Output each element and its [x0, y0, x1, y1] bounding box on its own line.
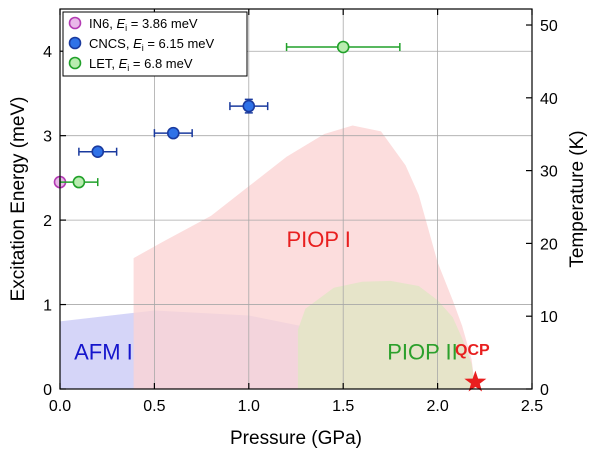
y-tick-label: 3 — [43, 129, 52, 146]
x-axis-label: Pressure (GPa) — [230, 428, 362, 449]
x-tick-label: 0.0 — [49, 398, 71, 415]
legend-label: LET, Ei = 6.8 meV — [89, 56, 193, 73]
y2-axis-label: Temperature (K) — [567, 130, 588, 267]
data-point-series-1 — [242, 99, 256, 113]
qcp-label: QCP — [455, 342, 490, 359]
phase-region-label-0: AFM I — [74, 339, 133, 364]
y2-tick-label: 0 — [540, 382, 549, 399]
y2-tick-label: 30 — [540, 164, 558, 181]
legend-marker — [68, 36, 82, 50]
y-tick-label: 2 — [43, 213, 52, 230]
y2-tick-label: 10 — [540, 309, 558, 326]
legend-box — [62, 11, 248, 77]
phase-region-2 — [297, 280, 476, 389]
legend-marker — [68, 16, 82, 30]
x-axis: 0.0 0.5 1.0 1.5 2.0 2.5 — [49, 9, 543, 415]
y2-tick-label: 20 — [540, 236, 558, 253]
x-tick-label: 2.0 — [426, 398, 448, 415]
y2-tick-label: 40 — [540, 91, 558, 108]
data-point-series-2 — [336, 40, 350, 54]
x-tick-label: 1.5 — [332, 398, 354, 415]
legend-label: CNCS, Ei = 6.15 meV — [89, 36, 215, 53]
y-tick-label: 0 — [43, 382, 52, 399]
y2-tick-label: 50 — [540, 18, 558, 35]
legend: IN6, Ei = 3.86 meV CNCS, Ei = 6.15 meV LET… — [62, 11, 248, 77]
data-point-series-2 — [72, 175, 86, 189]
y-axis-left: 0 1 2 3 4 — [43, 44, 66, 399]
y-tick-label: 4 — [43, 44, 52, 61]
legend-marker — [68, 56, 82, 70]
grid-lines — [60, 9, 532, 389]
phase-region-label-1: PIOP I — [286, 227, 350, 252]
legend-label: IN6, Ei = 3.86 meV — [89, 16, 198, 33]
data-point-series-1 — [166, 126, 180, 140]
x-tick-label: 2.5 — [521, 398, 543, 415]
y-axis-right: 0 10 20 30 40 50 — [526, 18, 558, 399]
y-tick-label: 1 — [43, 298, 52, 315]
y-axis-label: Excitation Energy (meV) — [8, 97, 29, 302]
plot-frame — [59, 8, 533, 390]
phase-regions — [60, 125, 476, 389]
phase-region-labels: AFM I PIOP I PIOP II — [74, 227, 458, 364]
data-point-series-1 — [91, 145, 105, 159]
x-tick-label: 1.0 — [238, 398, 260, 415]
qcp-star-marker — [464, 370, 487, 392]
phase-region-label-2: PIOP II — [387, 339, 458, 364]
annotations: QCP — [455, 342, 490, 392]
x-tick-label: 0.5 — [143, 398, 165, 415]
